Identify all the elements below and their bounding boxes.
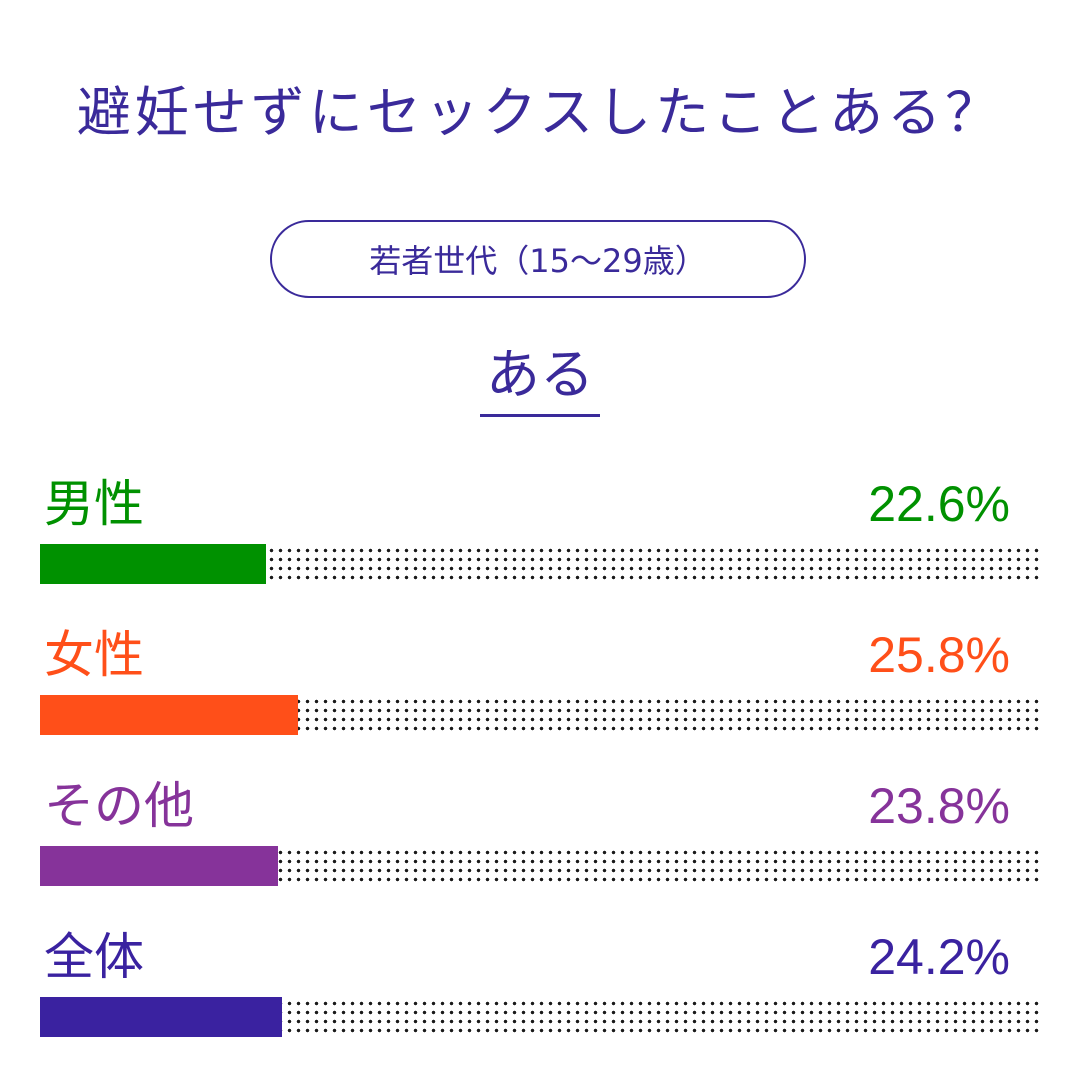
answer-heading: ある	[0, 340, 1080, 417]
bar-group: 全体 24.2%	[40, 927, 1040, 1067]
age-group-badge: 若者世代（15～29歳）	[270, 220, 806, 298]
bar	[40, 695, 298, 735]
bar-track	[40, 695, 1040, 735]
bar-category-label: 男性	[44, 475, 144, 533]
bar-category-label: その他	[44, 777, 194, 835]
bar-category-label: 全体	[44, 928, 144, 986]
bar-group: 男性 22.6%	[40, 474, 1040, 614]
bar-track	[40, 544, 1040, 584]
bar	[40, 997, 282, 1037]
bar-group: 女性 25.8%	[40, 625, 1040, 765]
chart-title: 避妊せずにセックスしたことある？	[76, 81, 1004, 144]
bar-category-label: 女性	[44, 626, 144, 684]
bar-track	[40, 997, 1040, 1037]
bar-track	[40, 846, 1040, 886]
age-group-label: 若者世代（15～29歳）	[369, 242, 707, 280]
bar	[40, 544, 266, 584]
bar	[40, 846, 278, 886]
bar-group: その他 23.8%	[40, 776, 1040, 916]
bar-value-label: 24.2%	[868, 929, 1010, 985]
bar-value-label: 25.8%	[868, 627, 1010, 683]
answer-label: ある	[480, 340, 600, 417]
bar-value-label: 22.6%	[868, 476, 1010, 532]
bar-value-label: 23.8%	[868, 778, 1010, 834]
